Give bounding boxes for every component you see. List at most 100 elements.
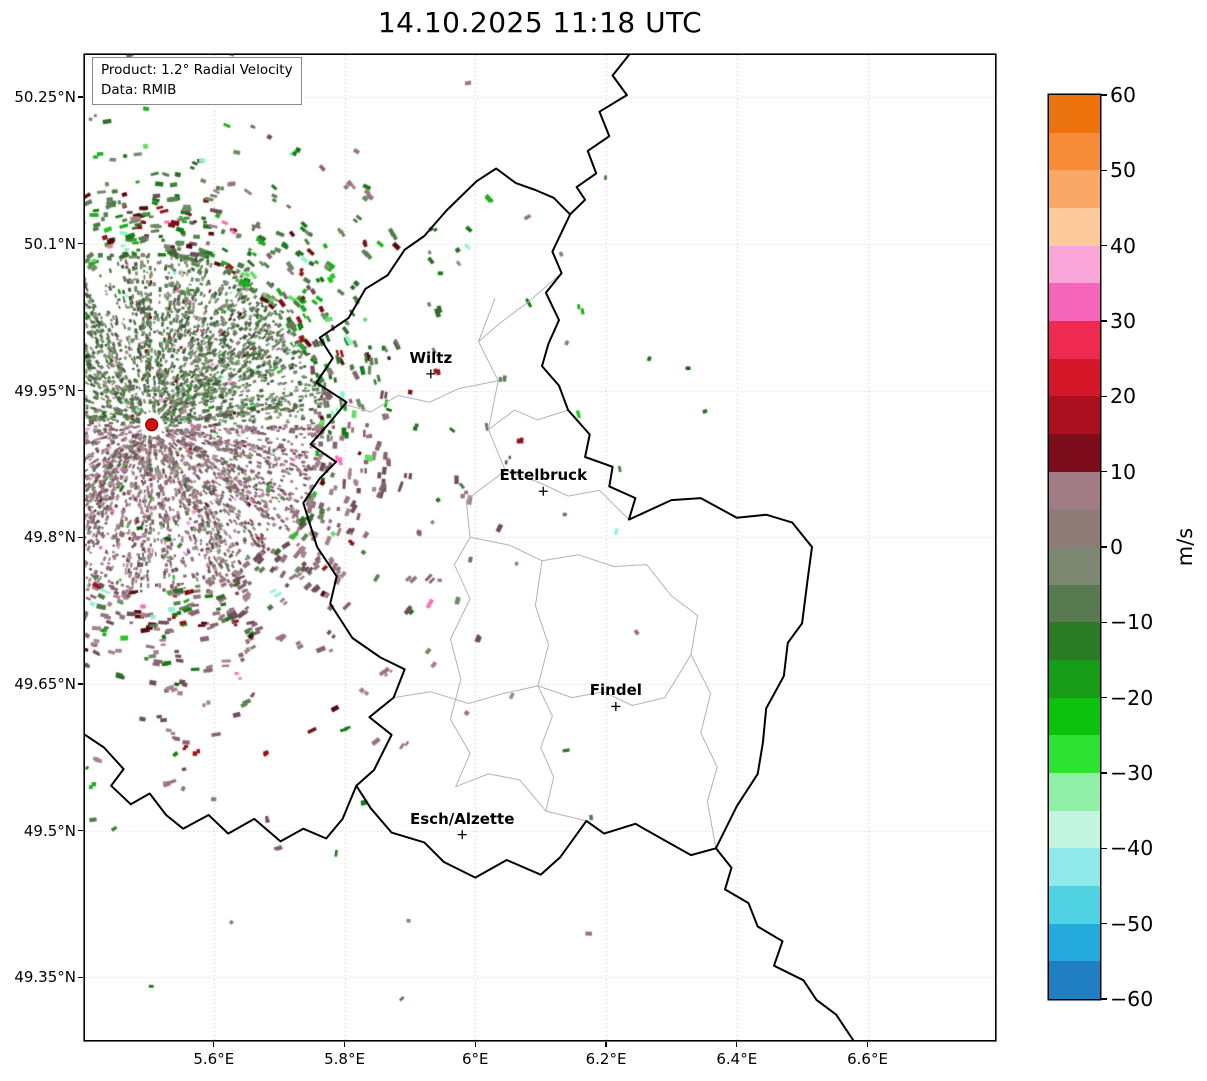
colorbar-tick-label: 10 (1110, 459, 1137, 484)
colorbar-band (1049, 735, 1100, 774)
colorbar-tick-label: −10 (1110, 610, 1154, 635)
x-tick-label: 5.8°E (324, 1050, 365, 1068)
colorbar-gradient (1049, 95, 1100, 1000)
colorbar-band (1049, 471, 1100, 510)
country-border (714, 847, 855, 1040)
y-tick-mark (78, 389, 83, 392)
colorbar (1049, 95, 1100, 1000)
country-border (302, 167, 813, 879)
colorbar-band (1049, 923, 1100, 962)
colorbar-tick-label: −60 (1110, 987, 1154, 1011)
colorbar-tick-mark (1101, 847, 1107, 850)
y-tick-mark (78, 976, 83, 978)
colorbar-tick-mark (1101, 772, 1107, 774)
colorbar-unit-label: m/s (1173, 527, 1197, 567)
colorbar-tick-label: −20 (1110, 685, 1154, 710)
y-tick-label: 49.95°N (14, 381, 76, 400)
city-marker (611, 701, 621, 711)
canton-border (455, 773, 547, 812)
colorbar-tick-label: 60 (1110, 83, 1137, 107)
x-tick-mark (736, 1042, 738, 1047)
city-label: Ettelbruck (499, 466, 588, 485)
colorbar-tick-label: 40 (1110, 233, 1137, 258)
colorbar-band (1049, 886, 1100, 924)
map-overlay-svg (85, 55, 855, 1040)
canton-border (534, 560, 587, 822)
colorbar-tick-mark (1101, 696, 1107, 699)
colorbar-band (1049, 697, 1100, 736)
y-tick-label: 50.1°N (23, 234, 76, 253)
colorbar-band (1049, 509, 1100, 548)
colorbar-tick-mark (1101, 998, 1107, 1000)
colorbar-tick-mark (1101, 94, 1107, 96)
colorbar-band (1049, 95, 1100, 133)
colorbar-tick-mark (1101, 169, 1107, 172)
colorbar-band (1049, 283, 1100, 322)
colorbar-band (1049, 245, 1100, 284)
city-label: Esch/Alzette (410, 809, 515, 828)
colorbar-band (1049, 208, 1100, 246)
x-tick-mark (474, 1042, 476, 1047)
y-tick-label: 49.5°N (23, 821, 76, 840)
y-tick-mark (78, 830, 83, 832)
city-label: Findel (589, 681, 642, 700)
country-border (85, 733, 358, 843)
colorbar-band (1049, 773, 1100, 811)
x-tick-label: 5.6°E (193, 1050, 235, 1068)
colorbar-band (1049, 132, 1100, 171)
colorbar-tick-label: 20 (1110, 384, 1137, 409)
city-marker (457, 830, 467, 840)
colorbar-band (1049, 848, 1100, 887)
map-plot-area: Product: 1.2° Radial Velocity Data: RMIB… (85, 55, 995, 1040)
colorbar-tick-label: −30 (1110, 761, 1154, 785)
y-tick-label: 49.8°N (23, 528, 76, 547)
colorbar-tick-label: −40 (1110, 836, 1154, 861)
canton-border (449, 298, 506, 788)
colorbar-tick-label: 50 (1110, 158, 1137, 183)
x-tick-label: 6.6°E (847, 1050, 888, 1068)
colorbar-tick-label: 30 (1110, 309, 1137, 333)
product-info-box: Product: 1.2° Radial Velocity Data: RMIB (92, 57, 302, 106)
colorbar-tick-mark (1101, 546, 1107, 548)
city-marker (538, 486, 548, 496)
colorbar-tick-mark (1101, 922, 1107, 925)
canton-border (478, 272, 563, 343)
y-tick-mark (78, 243, 83, 245)
colorbar-band (1049, 434, 1100, 472)
canton-border (469, 536, 718, 849)
y-tick-mark (78, 683, 83, 685)
colorbar-band (1049, 396, 1100, 435)
x-tick-mark (866, 1042, 869, 1047)
country-border (569, 55, 630, 216)
x-tick-mark (213, 1042, 215, 1047)
x-tick-mark (605, 1042, 607, 1047)
colorbar-band (1049, 170, 1100, 209)
y-tick-label: 49.65°N (14, 674, 76, 693)
product-line: Product: 1.2° Radial Velocity (101, 62, 293, 78)
colorbar-tick-mark (1101, 395, 1107, 398)
city-marker (426, 369, 436, 379)
radar-echo-layer (85, 55, 995, 1040)
canton-border (504, 470, 630, 521)
x-tick-label: 6°E (462, 1050, 489, 1068)
x-tick-label: 6.2°E (585, 1050, 627, 1068)
colorbar-tick-mark (1101, 320, 1107, 322)
colorbar-tick-mark (1101, 621, 1107, 624)
radar-site-marker (145, 418, 159, 432)
y-tick-label: 50.25°N (14, 88, 76, 107)
colorbar-band (1049, 810, 1100, 849)
y-tick-label: 49.35°N (14, 968, 76, 987)
colorbar-tick-label: −50 (1110, 911, 1154, 936)
x-tick-mark (343, 1042, 346, 1047)
colorbar-band (1049, 547, 1100, 585)
canton-border (487, 409, 569, 431)
canton-border (393, 654, 692, 706)
colorbar-band (1049, 321, 1100, 359)
colorbar-band (1049, 584, 1100, 623)
data-source-line: Data: RMIB (101, 81, 177, 98)
colorbar-tick-label: 0 (1110, 535, 1124, 559)
figure-title: 14.10.2025 11:18 UTC (377, 6, 703, 39)
colorbar-tick-mark (1101, 470, 1107, 473)
y-tick-mark (78, 536, 83, 538)
